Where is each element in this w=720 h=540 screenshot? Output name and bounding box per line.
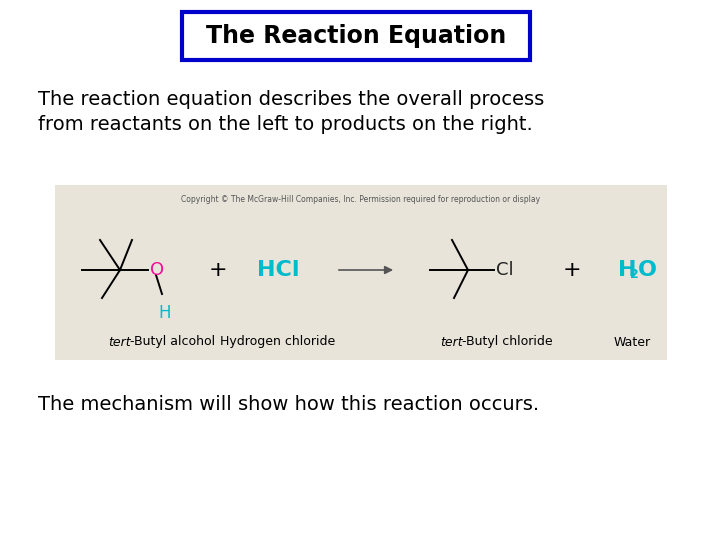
Text: Water: Water — [613, 335, 651, 348]
Text: tert: tert — [108, 335, 130, 348]
Text: H: H — [158, 304, 171, 322]
Text: -Butyl chloride: -Butyl chloride — [462, 335, 553, 348]
Text: Hydrogen chloride: Hydrogen chloride — [220, 335, 336, 348]
Text: O: O — [638, 260, 657, 280]
Text: H: H — [618, 260, 636, 280]
Text: -Butyl alcohol: -Butyl alcohol — [130, 335, 215, 348]
Text: HCl: HCl — [257, 260, 300, 280]
Text: +: + — [563, 260, 581, 280]
Text: Cl: Cl — [496, 261, 513, 279]
Bar — [55, 185, 667, 360]
Text: The reaction equation describes the overall process: The reaction equation describes the over… — [38, 90, 544, 109]
Bar — [182, 12, 530, 60]
Text: O: O — [150, 261, 164, 279]
Text: The mechanism will show how this reaction occurs.: The mechanism will show how this reactio… — [38, 395, 539, 414]
Text: 2: 2 — [630, 268, 639, 281]
Text: +: + — [209, 260, 228, 280]
Text: from reactants on the left to products on the right.: from reactants on the left to products o… — [38, 115, 533, 134]
Text: Copyright © The McGraw-Hill Companies, Inc. Permission required for reproduction: Copyright © The McGraw-Hill Companies, I… — [181, 194, 541, 204]
Text: The Reaction Equation: The Reaction Equation — [206, 24, 506, 48]
Text: tert: tert — [440, 335, 463, 348]
